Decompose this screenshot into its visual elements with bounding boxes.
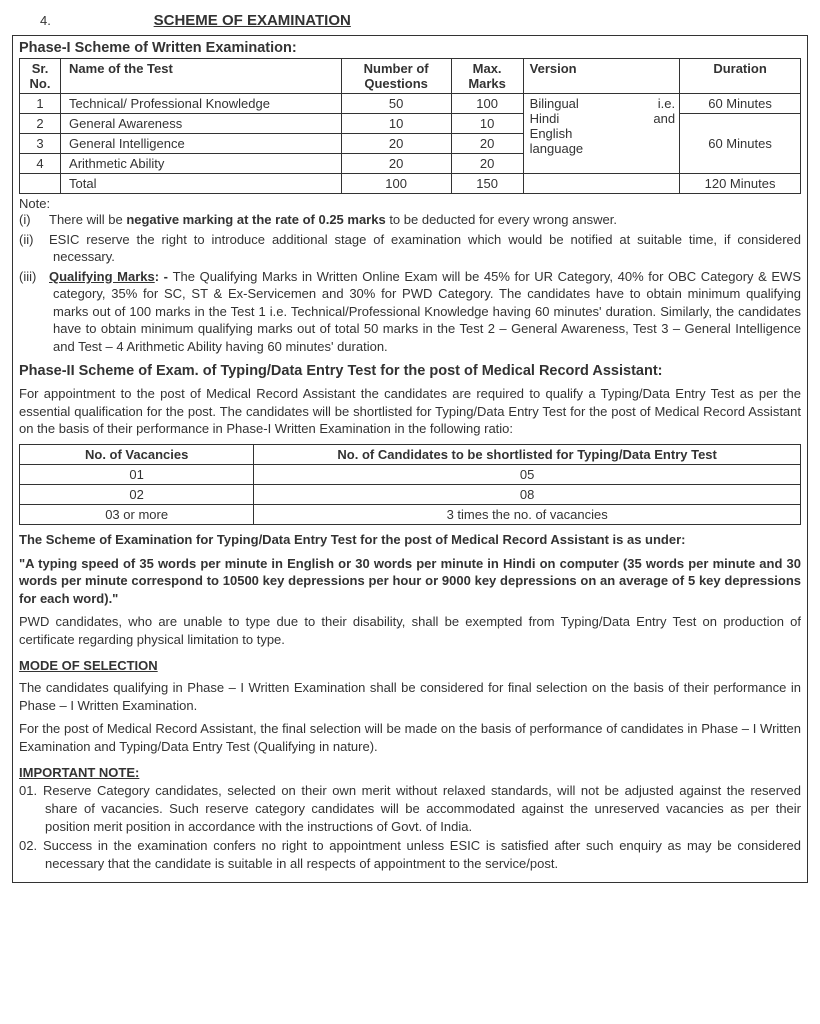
important-item: 02.Success in the examination confers no…: [19, 837, 801, 872]
cell-dur2: 60 Minutes: [680, 114, 801, 174]
phase2-heading: Phase-II Scheme of Exam. of Typing/Data …: [19, 363, 801, 379]
shortlist-table: No. of Vacancies No. of Candidates to be…: [19, 444, 801, 525]
cell-m: 100: [451, 94, 523, 114]
note-item: (i)There will be negative marking at the…: [19, 211, 801, 229]
th-sr: Sr. No.: [20, 59, 61, 94]
section-number: 4.: [12, 13, 150, 28]
th-name: Name of the Test: [61, 59, 342, 94]
mode-heading: MODE OF SELECTION: [19, 658, 801, 673]
th-marks: Max. Marks: [451, 59, 523, 94]
cell-q: 50: [341, 94, 451, 114]
th-questions: Number of Questions: [341, 59, 451, 94]
important-heading: IMPORTANT NOTE:: [19, 765, 801, 780]
cell-sr: 1: [20, 94, 61, 114]
cell-dur1: 60 Minutes: [680, 94, 801, 114]
th-version: Version: [523, 59, 679, 94]
pwd-note: PWD candidates, who are unable to type d…: [19, 613, 801, 648]
scheme-intro: The Scheme of Examination for Typing/Dat…: [19, 531, 801, 549]
content-box: Phase-I Scheme of Written Examination: S…: [12, 35, 808, 883]
note-label: Note:: [19, 196, 801, 211]
header-row: 4. SCHEME OF EXAMINATION: [12, 12, 808, 29]
mode-p1: The candidates qualifying in Phase – I W…: [19, 679, 801, 714]
cell-name: Technical/ Professional Knowledge: [61, 94, 342, 114]
phase1-heading: Phase-I Scheme of Written Examination:: [19, 40, 801, 56]
mode-p2: For the post of Medical Record Assistant…: [19, 720, 801, 755]
phase2-intro: For appointment to the post of Medical R…: [19, 385, 801, 438]
phase1-table: Sr. No. Name of the Test Number of Quest…: [19, 58, 801, 194]
main-heading: SCHEME OF EXAMINATION: [154, 12, 351, 29]
th-vacancies: No. of Vacancies: [20, 445, 254, 465]
note-item: (ii)ESIC reserve the right to introduce …: [19, 231, 801, 266]
th-shortlist: No. of Candidates to be shortlisted for …: [254, 445, 801, 465]
important-list: 01.Reserve Category candidates, selected…: [19, 782, 801, 872]
notes-list: (i)There will be negative marking at the…: [19, 211, 801, 355]
cell-version: Bilinguali.e. Hindiand English language: [523, 94, 679, 174]
th-duration: Duration: [680, 59, 801, 94]
important-item: 01.Reserve Category candidates, selected…: [19, 782, 801, 835]
note-item: (iii)Qualifying Marks: - The Qualifying …: [19, 268, 801, 356]
typing-spec: "A typing speed of 35 words per minute i…: [19, 555, 801, 608]
